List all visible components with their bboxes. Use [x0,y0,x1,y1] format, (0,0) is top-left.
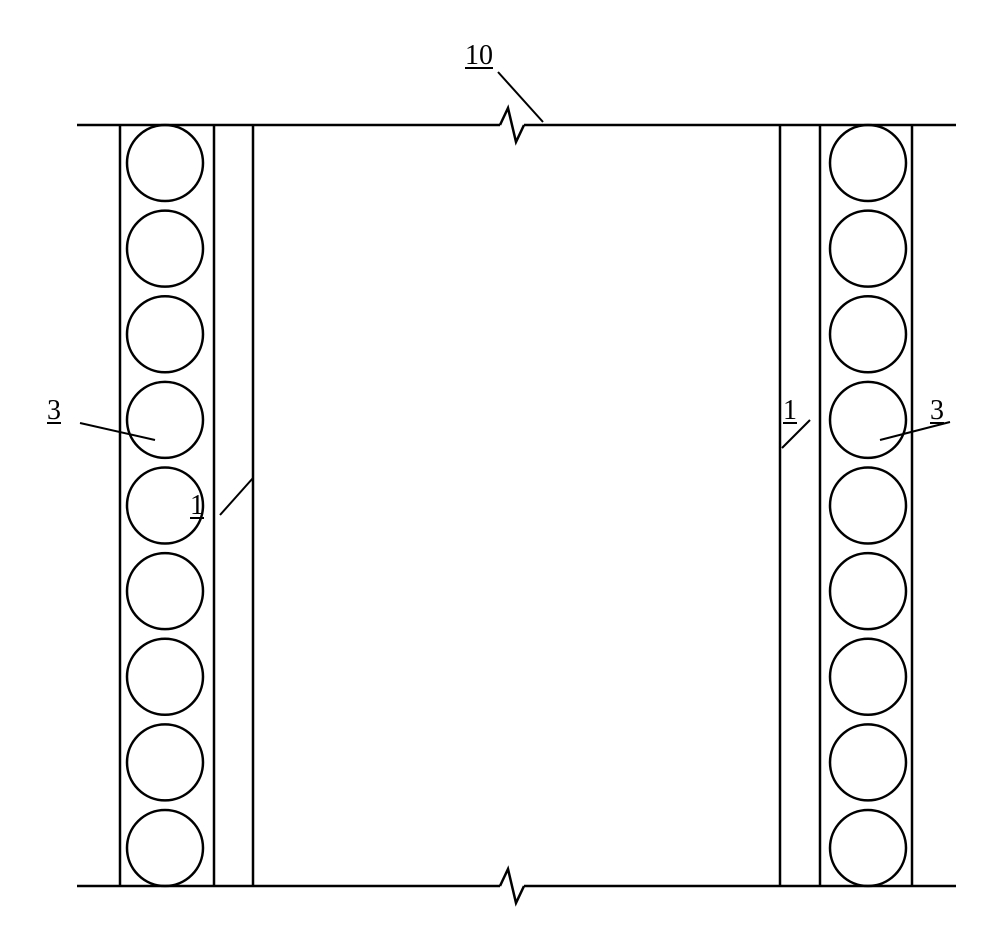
pile-circle [830,553,906,629]
label-10: 10 [465,40,493,72]
pile-circle [830,639,906,715]
pile-circle [830,382,906,458]
leader-left-1 [220,478,253,515]
pile-circle [127,639,203,715]
drawing-group [77,72,956,903]
label-left-3: 3 [47,395,61,427]
label-right-1: 1 [783,395,797,427]
pile-circle [830,724,906,800]
pile-circle [127,724,203,800]
diagram-svg [0,0,1000,946]
pile-circle [830,468,906,544]
pile-circle [830,125,906,201]
pile-circle [127,296,203,372]
right-circle-column [830,125,906,886]
pile-circle [127,211,203,287]
pile-circle [127,382,203,458]
label-right-3: 3 [930,395,944,427]
top-break-mark [500,108,524,142]
leader-left-3 [80,423,155,440]
pile-circle [830,211,906,287]
pile-circle [127,553,203,629]
bottom-break-mark [500,869,524,903]
pile-circle [830,296,906,372]
pile-circle [127,125,203,201]
label-left-1: 1 [190,490,204,522]
pile-circle [127,810,203,886]
pile-circle [830,810,906,886]
